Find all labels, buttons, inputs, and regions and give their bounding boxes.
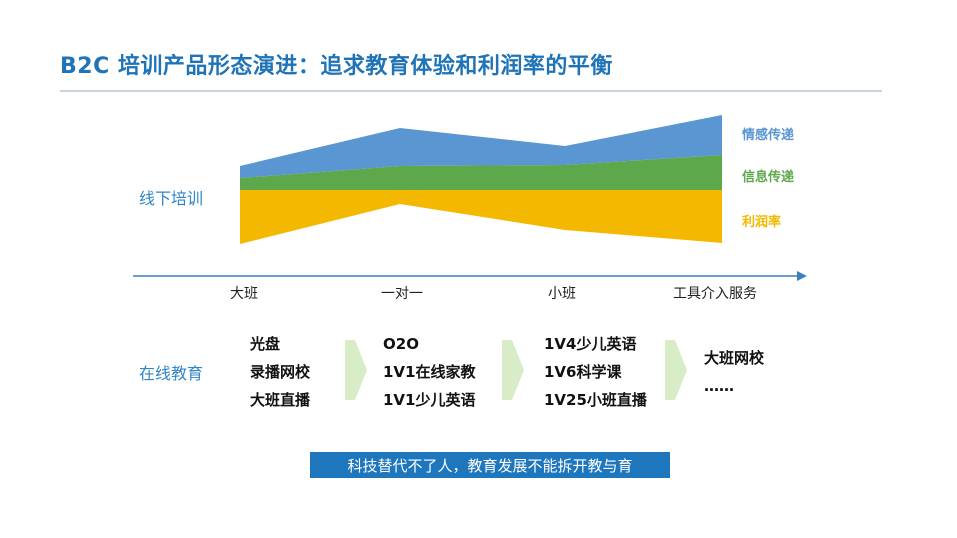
stage-label-0: 大班	[230, 286, 258, 302]
online-column-3: 1V4少儿英语 1V6科学课 1V25小班直播	[544, 330, 647, 414]
offline-training-label: 线下培训	[139, 189, 204, 208]
online-item: 大班网校	[704, 349, 765, 367]
title-divider	[60, 90, 882, 92]
conclusion-banner: 科技替代不了人，教育发展不能拆开教与育	[310, 452, 670, 478]
stage-label-1: 一对一	[381, 286, 423, 302]
online-item: ……	[704, 377, 734, 395]
online-item: 1V1少儿英语	[383, 391, 476, 409]
online-item: 1V1在线家教	[383, 363, 476, 381]
chevron-right-icon	[665, 340, 687, 400]
legend-info: 信息传递	[742, 170, 795, 185]
online-item: 1V4少儿英语	[544, 335, 637, 353]
stage-label-2: 小班	[548, 286, 576, 302]
legend-profit: 利润率	[742, 215, 782, 230]
timeline-arrowhead	[797, 271, 807, 281]
online-item: O2O	[383, 335, 419, 353]
legend-emotion: 情感传递	[742, 128, 795, 143]
online-column-4: 大班网校 ……	[704, 344, 764, 400]
online-item: 1V6科学课	[544, 363, 622, 381]
chevron-right-icon	[345, 340, 367, 400]
online-item: 大班直播	[250, 391, 311, 409]
info-band	[240, 155, 722, 190]
offline-stacked-area	[133, 115, 807, 281]
profit-band	[240, 190, 722, 244]
online-item: 1V25小班直播	[544, 391, 647, 409]
online-item: 录播网校	[250, 363, 311, 381]
online-column-1: 光盘 录播网校 大班直播	[250, 330, 310, 414]
online-item: 光盘	[250, 335, 281, 353]
emotion-band	[240, 115, 722, 178]
stage-label-3: 工具介入服务	[673, 286, 757, 302]
online-column-2: O2O 1V1在线家教 1V1少儿英语	[383, 330, 475, 414]
chevron-right-icon	[502, 340, 524, 400]
page-title: B2C 培训产品形态演进：追求教育体验和利润率的平衡	[60, 54, 613, 79]
online-education-label: 在线教育	[139, 364, 204, 383]
